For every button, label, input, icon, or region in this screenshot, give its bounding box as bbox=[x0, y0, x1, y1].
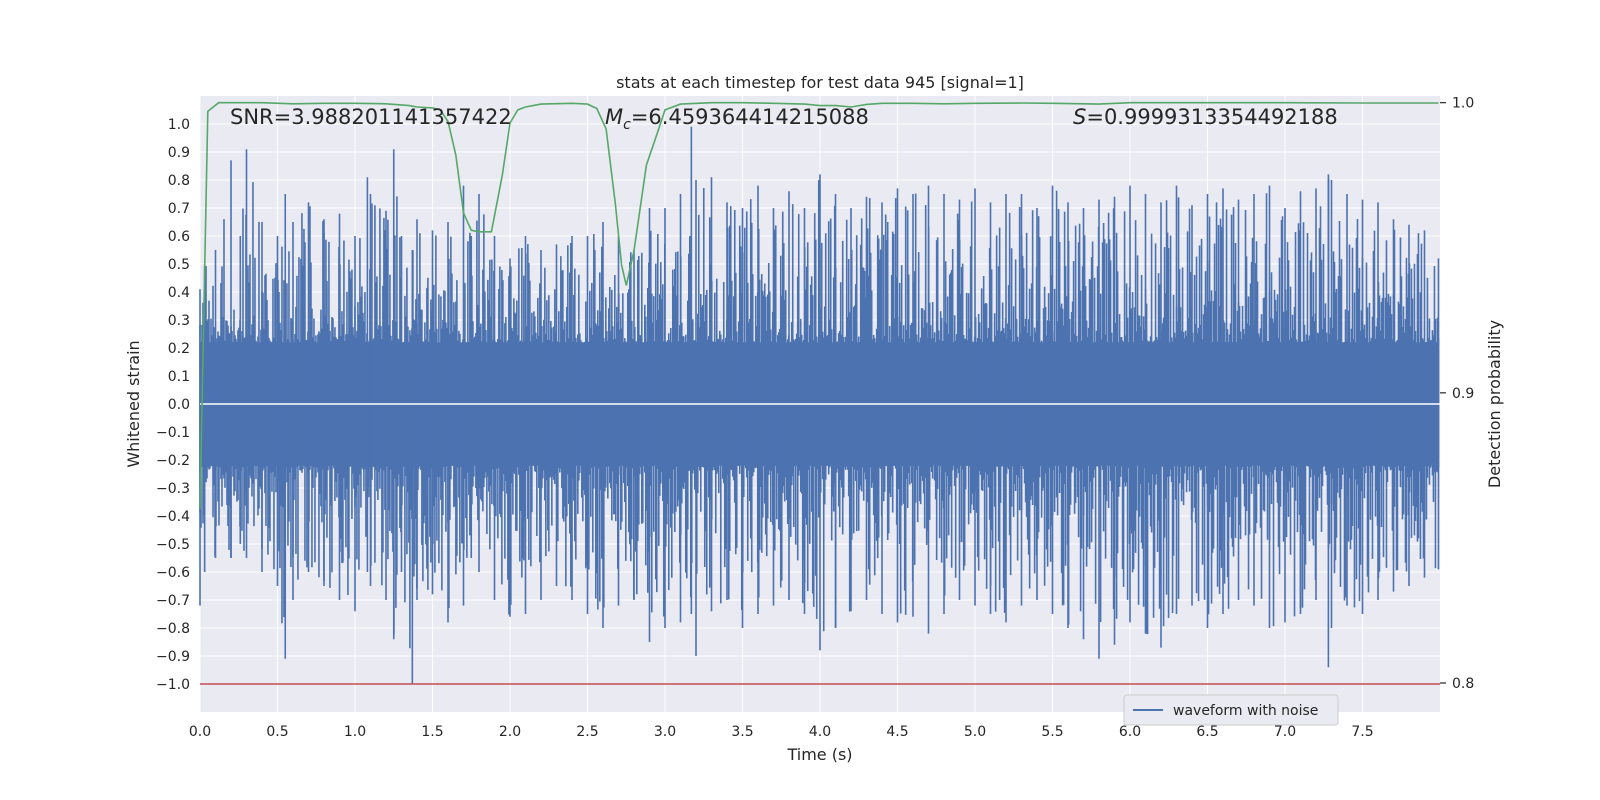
y-axis-label: Whitened strain bbox=[124, 340, 143, 467]
x-tick-label: 1.0 bbox=[344, 724, 366, 740]
s-annotation: S=0.9999313354492188 bbox=[1073, 105, 1338, 129]
y-axis-ticks: 1.0 0.9 0.8 0.7 0.6 0.5 0.4 0.3 0.2 0.1 0.0 −0.1 −0.… bbox=[156, 117, 190, 693]
right-tick-label: 1.0 bbox=[1452, 96, 1474, 112]
y-tick-label: 0.1 bbox=[168, 369, 190, 385]
detection-probability-line bbox=[199, 101, 1439, 509]
y-tick-label: −0.1 bbox=[156, 425, 190, 441]
right-tick-label: 0.9 bbox=[1452, 386, 1474, 402]
x-tick-label: 0.5 bbox=[266, 724, 288, 740]
y-tick-label: −1.0 bbox=[156, 677, 190, 693]
y-tick-label: −0.8 bbox=[156, 621, 190, 637]
x-tick-label: 3.5 bbox=[731, 724, 753, 740]
legend-label-waveform: waveform with noise bbox=[1173, 703, 1318, 719]
x-axis-ticks: 0.0 0.5 1.0 1.5 2.0 2.5 3.0 3.5 4.0 4.5 5.0 5.5 6.0 6… bbox=[189, 724, 1374, 740]
chirp-mass-value: =6.459364414215088 bbox=[631, 105, 869, 129]
y-tick-label: 0.6 bbox=[168, 229, 190, 245]
y-tick-label: 0.9 bbox=[168, 145, 190, 161]
x-tick-label: 7.0 bbox=[1274, 724, 1296, 740]
y-tick-label: −0.3 bbox=[156, 481, 190, 497]
x-tick-label: 2.0 bbox=[499, 724, 521, 740]
x-tick-label: 0.0 bbox=[189, 724, 211, 740]
snr-annotation: SNR=3.988201141357422 bbox=[230, 105, 512, 129]
x-tick-label: 4.5 bbox=[886, 724, 908, 740]
y-tick-label: −0.5 bbox=[156, 537, 190, 553]
x-tick-label: 2.5 bbox=[576, 724, 598, 740]
y-tick-label: −0.6 bbox=[156, 565, 190, 581]
y-tick-label: −0.9 bbox=[156, 649, 190, 665]
y-tick-label: 0.8 bbox=[168, 173, 190, 189]
right-tick-label: 0.8 bbox=[1452, 676, 1474, 692]
x-tick-label: 6.0 bbox=[1119, 724, 1141, 740]
x-tick-label: 6.5 bbox=[1196, 724, 1218, 740]
chirp-mass-annotation: Mc=6.459364414215088 bbox=[605, 105, 869, 133]
legend: waveform with noise bbox=[1123, 694, 1339, 726]
y-tick-label: 0.3 bbox=[168, 313, 190, 329]
y-tick-label: 0.7 bbox=[168, 201, 190, 217]
waveform-series bbox=[199, 126, 1440, 684]
x-tick-label: 7.5 bbox=[1351, 724, 1373, 740]
x-axis-label: Time (s) bbox=[786, 745, 852, 764]
s-symbol: S bbox=[1073, 105, 1086, 129]
s-value: =0.9999313354492188 bbox=[1086, 105, 1337, 129]
y-tick-label: −0.2 bbox=[156, 453, 190, 469]
x-tick-label: 3.0 bbox=[654, 724, 676, 740]
legend-box bbox=[1123, 694, 1339, 726]
chirp-mass-symbol: M bbox=[605, 105, 623, 129]
x-tick-label: 4.0 bbox=[809, 724, 831, 740]
x-tick-label: 5.0 bbox=[964, 724, 986, 740]
y-tick-label: −0.4 bbox=[156, 509, 190, 525]
y-tick-label: 0.5 bbox=[168, 257, 190, 273]
y-tick-label: 1.0 bbox=[168, 117, 190, 133]
y-tick-label: 0.2 bbox=[168, 341, 190, 357]
y-tick-label: 0.0 bbox=[168, 397, 190, 413]
y-tick-label: 0.4 bbox=[168, 285, 190, 301]
x-tick-label: 5.5 bbox=[1041, 724, 1063, 740]
chirp-mass-subscript: c bbox=[623, 117, 631, 133]
right-axis-label: Detection probability bbox=[1485, 320, 1504, 488]
chart-title: stats at each timestep for test data 945… bbox=[616, 73, 1024, 92]
right-axis-ticks: 1.0 0.9 0.8 bbox=[1440, 96, 1474, 692]
y-tick-label: −0.7 bbox=[156, 593, 190, 609]
x-tick-label: 1.5 bbox=[421, 724, 443, 740]
